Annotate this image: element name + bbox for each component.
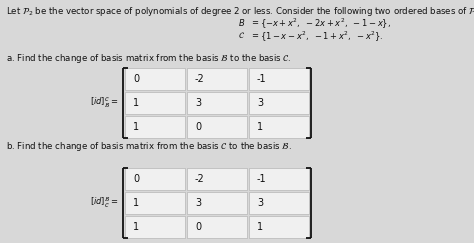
- Text: $[id]^\mathcal{C}_\mathcal{B} =$: $[id]^\mathcal{C}_\mathcal{B} =$: [91, 96, 119, 110]
- FancyBboxPatch shape: [249, 116, 309, 138]
- FancyBboxPatch shape: [187, 116, 247, 138]
- Text: 0: 0: [195, 122, 201, 132]
- FancyBboxPatch shape: [125, 116, 185, 138]
- FancyBboxPatch shape: [187, 216, 247, 238]
- FancyBboxPatch shape: [125, 68, 185, 90]
- Text: 3: 3: [257, 98, 263, 108]
- Text: $[id]^\mathcal{B}_\mathcal{C} =$: $[id]^\mathcal{B}_\mathcal{C} =$: [91, 196, 119, 210]
- FancyBboxPatch shape: [249, 92, 309, 114]
- Text: 0: 0: [195, 222, 201, 232]
- FancyBboxPatch shape: [249, 68, 309, 90]
- Text: 1: 1: [133, 222, 139, 232]
- FancyBboxPatch shape: [249, 192, 309, 214]
- FancyBboxPatch shape: [187, 92, 247, 114]
- Text: 1: 1: [257, 122, 263, 132]
- Text: 1: 1: [257, 222, 263, 232]
- Text: 1: 1: [133, 122, 139, 132]
- Text: 0: 0: [133, 74, 139, 84]
- Text: 0: 0: [133, 174, 139, 184]
- Text: $=$: $=$: [250, 30, 260, 39]
- FancyBboxPatch shape: [249, 168, 309, 190]
- Text: -2: -2: [195, 74, 205, 84]
- Text: Let $\mathcal{P}_2$ be the vector space of polynomials of degree 2 or less. Cons: Let $\mathcal{P}_2$ be the vector space …: [6, 5, 474, 18]
- FancyBboxPatch shape: [187, 68, 247, 90]
- Text: 3: 3: [195, 198, 201, 208]
- Text: $\{1-x-x^2,\ -1+x^2,\ -x^2\}.$: $\{1-x-x^2,\ -1+x^2,\ -x^2\}.$: [260, 30, 383, 44]
- Text: 1: 1: [133, 98, 139, 108]
- Text: $=$: $=$: [250, 17, 260, 26]
- FancyBboxPatch shape: [249, 216, 309, 238]
- Text: 1: 1: [133, 198, 139, 208]
- FancyBboxPatch shape: [187, 168, 247, 190]
- Text: $\{-x+x^2,\ -2x+x^2,\ -1-x\},$: $\{-x+x^2,\ -2x+x^2,\ -1-x\},$: [260, 17, 391, 31]
- Text: 3: 3: [257, 198, 263, 208]
- FancyBboxPatch shape: [125, 92, 185, 114]
- FancyBboxPatch shape: [125, 192, 185, 214]
- Text: $B$: $B$: [238, 17, 245, 28]
- Text: $\mathcal{C}$: $\mathcal{C}$: [238, 30, 245, 40]
- Text: -1: -1: [257, 174, 266, 184]
- FancyBboxPatch shape: [187, 192, 247, 214]
- FancyBboxPatch shape: [125, 216, 185, 238]
- Text: a. Find the change of basis matrix from the basis $\mathcal{B}$ to the basis $\m: a. Find the change of basis matrix from …: [6, 52, 292, 65]
- Text: 3: 3: [195, 98, 201, 108]
- Text: -2: -2: [195, 174, 205, 184]
- Text: b. Find the change of basis matrix from the basis $\mathcal{C}$ to the basis $\m: b. Find the change of basis matrix from …: [6, 140, 292, 153]
- Text: -1: -1: [257, 74, 266, 84]
- FancyBboxPatch shape: [125, 168, 185, 190]
